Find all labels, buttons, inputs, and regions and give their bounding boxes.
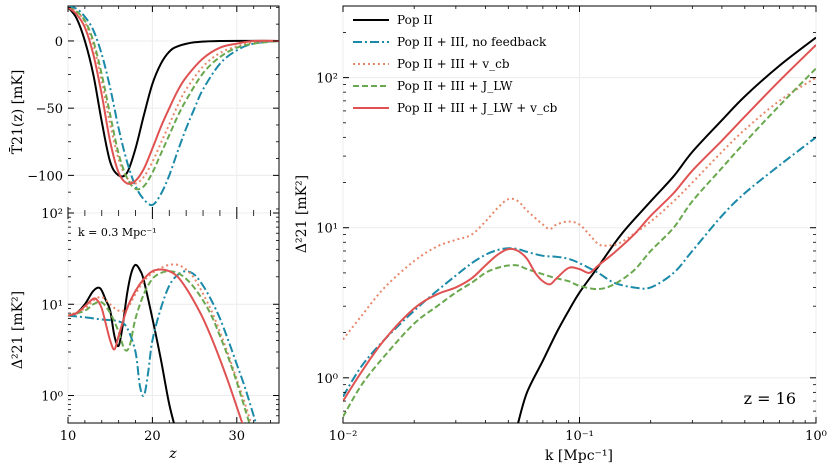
legend-label-pop23vcb: Pop II + III + v_cb [397,57,510,71]
ytick-label: 10¹ [316,222,338,237]
series-line-pop23vcb [68,6,279,185]
power-vs-k-lines [343,36,816,423]
power-vs-k-annotation: z = 16 [744,389,796,408]
series-line-pop2 [68,263,175,423]
series-line-pop23jlw [343,67,816,418]
legend-label-pop23jlw: Pop II + III + J_LW [397,79,513,93]
power-vs-k-grid [342,6,817,423]
power-vs-z-ticks: 10 20 30 10⁰ 10¹ 10² [41,207,279,444]
series-line-pop23nofb [68,6,279,207]
xtick-label: 30 [229,429,246,444]
power-vs-z-annotation: k = 0.3 Mpc⁻¹ [78,226,157,239]
series-line-pop23jlw [68,6,279,191]
legend-label-pop23nofb: Pop II + III, no feedback [397,35,547,49]
power-vs-z-xlabel: z [168,446,177,462]
ytick-label: −50 [36,102,63,117]
ytick-label: 10² [316,72,338,87]
power-vs-z-frame [67,212,280,424]
series-line-pop2 [517,36,816,423]
legend-label-pop23both: Pop II + III + J_LW + v_cb [397,101,558,115]
global-signal-lines [68,6,279,207]
series-line-pop23both [68,268,244,423]
series-line-pop23jlw [68,270,251,423]
xtick-label: 10⁻² [329,429,358,444]
power-vs-k-ylabel: Δ²21 [mK²] [294,175,310,253]
series-line-pop23both [68,6,279,185]
ytick-label: 0 [55,35,63,50]
power-vs-z-grid [67,212,279,423]
legend-label-pop2: Pop II [397,13,433,27]
power-vs-k-ticks: 10⁻² 10⁻¹ 10⁰ 10⁰ 10¹ 10² [316,6,827,444]
series-line-pop23nofb [343,136,816,398]
ytick-label: 10⁰ [316,372,338,387]
series-line-pop23vcb [343,76,816,341]
legend: Pop II Pop II + III, no feedback Pop II + … [353,13,558,115]
xtick-label: 10⁰ [805,429,827,444]
power-vs-z-ylabel: Δ²21 [mK²] [10,291,26,369]
xtick-label: 10⁻¹ [565,429,594,444]
ytick-label: 10¹ [41,298,63,313]
xtick-label: 10 [60,429,77,444]
ytick-label: −100 [27,169,63,184]
ytick-label: 10⁰ [41,390,63,405]
series-line-pop23both [343,44,816,402]
power-vs-z-lines [68,263,257,423]
series-line-pop23nofb [68,270,257,423]
global-signal-ticks: 0 −50 −100 [27,6,279,213]
ytick-label: 10² [41,207,63,222]
power-vs-k-xlabel: k [Mpc⁻¹] [545,448,613,464]
series-line-pop2 [68,6,279,178]
xtick-label: 20 [144,429,161,444]
global-signal-ylabel: T̄21(z) [mK] [8,70,26,155]
